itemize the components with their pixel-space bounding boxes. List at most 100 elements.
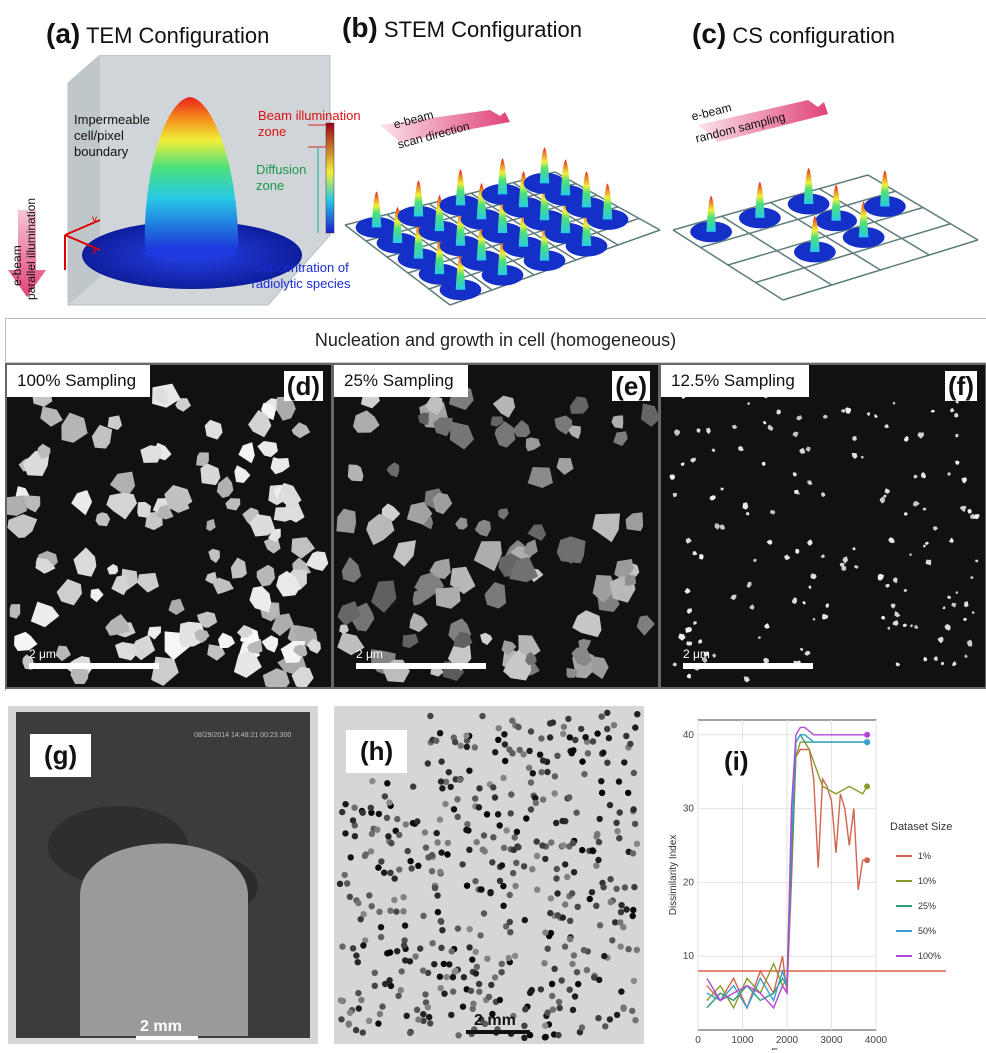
dot bbox=[569, 839, 577, 847]
micrograph-f-particles bbox=[669, 392, 980, 683]
dot bbox=[583, 966, 591, 974]
particle bbox=[963, 601, 969, 608]
particle bbox=[796, 491, 800, 495]
sampling-tag-e: 25% Sampling bbox=[334, 365, 468, 397]
panel-b-letter: (b) bbox=[342, 12, 378, 43]
dot bbox=[338, 1016, 345, 1023]
particle bbox=[810, 573, 817, 580]
dot bbox=[441, 990, 448, 997]
particle bbox=[960, 505, 967, 513]
dot bbox=[387, 907, 394, 914]
dot bbox=[556, 1004, 563, 1012]
sampling-tag-f: 12.5% Sampling bbox=[661, 365, 809, 397]
particle bbox=[248, 410, 272, 438]
dot bbox=[398, 968, 405, 975]
particle bbox=[923, 544, 926, 548]
dot bbox=[456, 776, 464, 784]
particle bbox=[523, 539, 538, 557]
particle bbox=[7, 514, 38, 538]
particle bbox=[341, 556, 362, 583]
dot bbox=[569, 960, 576, 968]
dot bbox=[500, 902, 507, 909]
cs-configuration-diagram bbox=[672, 100, 979, 301]
dot bbox=[548, 839, 555, 846]
dot bbox=[427, 1020, 434, 1027]
series-endpoint bbox=[864, 783, 871, 790]
particle bbox=[924, 541, 929, 546]
dot bbox=[375, 1020, 382, 1027]
particle bbox=[282, 501, 305, 523]
dot bbox=[544, 768, 551, 776]
concentration-label: Concentration of radiolytic species bbox=[251, 260, 351, 291]
particle bbox=[821, 492, 826, 497]
dot bbox=[629, 912, 636, 920]
dot bbox=[349, 817, 357, 824]
dot bbox=[391, 875, 398, 882]
series-line-1% bbox=[706, 748, 868, 1010]
particle bbox=[685, 537, 692, 544]
dot bbox=[344, 880, 351, 887]
dot bbox=[502, 923, 510, 930]
dot bbox=[451, 969, 458, 976]
series-line-100% bbox=[706, 726, 868, 1010]
particle bbox=[566, 667, 578, 678]
dot bbox=[537, 986, 545, 993]
particle bbox=[429, 558, 451, 580]
dot bbox=[627, 740, 634, 748]
dot bbox=[596, 922, 604, 929]
dot bbox=[391, 896, 398, 904]
impermeable-boundary-label: Impermeable cell/pixel boundary bbox=[74, 112, 150, 159]
particle bbox=[699, 554, 704, 560]
particle bbox=[218, 632, 236, 649]
particle bbox=[894, 611, 901, 618]
dot bbox=[500, 774, 507, 782]
y-tick-label: 20 bbox=[683, 877, 695, 888]
x-tick-label: 0 bbox=[695, 1035, 701, 1046]
particle bbox=[56, 579, 82, 606]
particle bbox=[764, 623, 770, 629]
dot bbox=[444, 851, 451, 858]
particle bbox=[236, 625, 254, 638]
dot bbox=[378, 858, 385, 865]
particle bbox=[305, 551, 329, 571]
beam-spike bbox=[803, 167, 814, 204]
dot bbox=[571, 993, 579, 1000]
dot bbox=[341, 871, 348, 879]
particle bbox=[887, 626, 891, 630]
particle bbox=[291, 422, 311, 439]
dot bbox=[358, 996, 365, 1004]
particle bbox=[503, 649, 532, 681]
particle bbox=[156, 504, 174, 520]
dot bbox=[351, 833, 359, 840]
particle bbox=[95, 512, 111, 527]
particle bbox=[614, 559, 634, 581]
dot bbox=[347, 854, 354, 861]
dot bbox=[544, 945, 551, 952]
dot bbox=[473, 838, 480, 846]
dot bbox=[541, 1034, 549, 1041]
dot bbox=[547, 895, 554, 902]
particle bbox=[30, 601, 60, 628]
dot bbox=[471, 744, 478, 751]
dot bbox=[559, 914, 566, 921]
dot bbox=[533, 852, 541, 860]
dot bbox=[593, 862, 600, 869]
dot bbox=[413, 1006, 421, 1013]
dot bbox=[346, 893, 354, 900]
dot bbox=[414, 818, 421, 825]
particle bbox=[293, 644, 308, 657]
dot bbox=[402, 821, 409, 828]
dot bbox=[466, 767, 473, 774]
particle bbox=[674, 429, 680, 436]
dot bbox=[547, 909, 554, 917]
particle bbox=[568, 425, 581, 439]
particle bbox=[393, 540, 416, 567]
particle bbox=[107, 415, 123, 430]
dot bbox=[424, 1004, 432, 1011]
particle bbox=[347, 464, 364, 482]
dot bbox=[527, 988, 535, 995]
dot bbox=[580, 946, 588, 954]
particle bbox=[967, 508, 972, 514]
dot bbox=[417, 945, 424, 952]
dot bbox=[630, 806, 637, 813]
